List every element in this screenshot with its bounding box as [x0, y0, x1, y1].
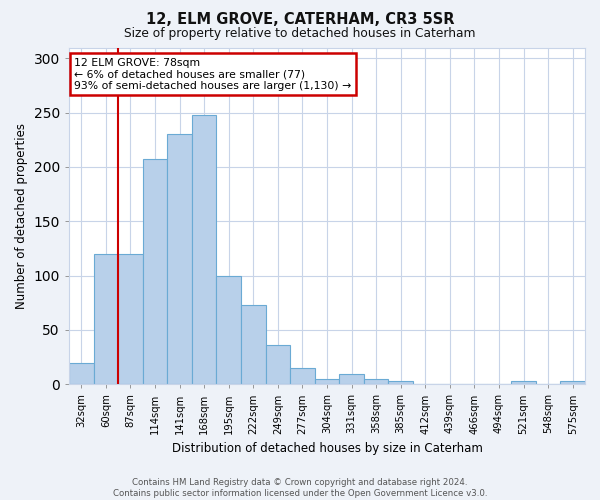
Bar	[217, 276, 241, 384]
Bar	[192, 115, 217, 384]
Text: 12 ELM GROVE: 78sqm
← 6% of detached houses are smaller (77)
93% of semi-detache: 12 ELM GROVE: 78sqm ← 6% of detached hou…	[74, 58, 352, 91]
Bar	[69, 362, 94, 384]
Y-axis label: Number of detached properties: Number of detached properties	[15, 123, 28, 309]
Bar	[388, 381, 413, 384]
Bar	[511, 381, 536, 384]
Bar	[143, 160, 167, 384]
Bar	[560, 381, 585, 384]
Bar	[241, 305, 266, 384]
Bar	[314, 379, 339, 384]
Text: Contains HM Land Registry data © Crown copyright and database right 2024.
Contai: Contains HM Land Registry data © Crown c…	[113, 478, 487, 498]
Bar	[167, 134, 192, 384]
Text: 12, ELM GROVE, CATERHAM, CR3 5SR: 12, ELM GROVE, CATERHAM, CR3 5SR	[146, 12, 454, 28]
Bar	[339, 374, 364, 384]
Bar	[94, 254, 118, 384]
Bar	[266, 345, 290, 385]
Bar	[118, 254, 143, 384]
Bar	[364, 379, 388, 384]
Bar	[290, 368, 314, 384]
X-axis label: Distribution of detached houses by size in Caterham: Distribution of detached houses by size …	[172, 442, 482, 455]
Text: Size of property relative to detached houses in Caterham: Size of property relative to detached ho…	[124, 28, 476, 40]
